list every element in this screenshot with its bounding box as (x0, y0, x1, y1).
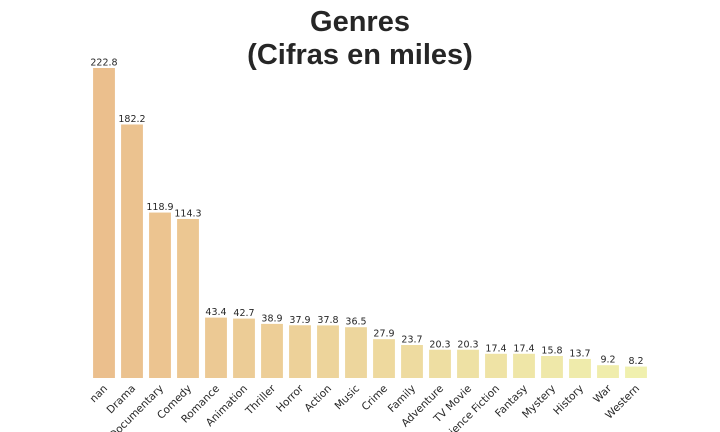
bar-value-label-4: 43.4 (205, 307, 226, 318)
bar-value-label-1: 182.2 (118, 114, 145, 125)
bar-0 (93, 68, 115, 378)
bar-value-label-19: 8.2 (628, 356, 643, 367)
bar-1 (121, 124, 143, 379)
bar-7 (289, 325, 311, 378)
bar-value-label-8: 37.8 (317, 315, 338, 326)
bar-2 (149, 212, 171, 378)
bar-12 (429, 349, 451, 378)
bar-value-label-18: 9.2 (600, 355, 615, 366)
bar-9 (345, 327, 367, 378)
x-tick-label-7: Horror (274, 382, 307, 415)
bar-10 (373, 339, 395, 378)
bar-value-label-15: 17.4 (513, 343, 534, 354)
bar-value-label-16: 15.8 (541, 346, 562, 357)
bar-value-label-14: 17.4 (485, 343, 506, 354)
bar-value-label-11: 23.7 (401, 335, 422, 346)
bar-3 (177, 218, 199, 378)
bar-value-label-3: 114.3 (174, 208, 201, 219)
bar-value-label-2: 118.9 (146, 202, 173, 213)
chart-title-line-1: Genres (310, 6, 410, 38)
x-tick-labels-group: nanDramaDocumentaryComedyRomanceAnimatio… (88, 382, 642, 432)
bar-value-label-9: 36.5 (345, 317, 366, 328)
bar-14 (485, 353, 507, 378)
bar-value-label-17: 13.7 (569, 348, 590, 359)
x-tick-label-6: Thriller (243, 382, 279, 418)
bar-value-label-0: 222.8 (90, 58, 117, 69)
x-tick-label-0: nan (88, 383, 110, 405)
x-tick-label-8: Action (302, 383, 334, 415)
chart-title-line-2: (Cifras en miles) (247, 39, 473, 71)
x-tick-label-17: History (551, 383, 586, 418)
bar-value-label-13: 20.3 (457, 339, 478, 350)
bar-15 (513, 353, 535, 378)
x-tick-label-10: Crime (360, 383, 391, 414)
bars-group (93, 68, 647, 379)
bar-17 (569, 358, 591, 378)
bar-19 (625, 366, 647, 378)
bar-16 (541, 356, 563, 378)
bar-18 (597, 365, 619, 378)
bar-value-label-7: 37.9 (289, 315, 310, 326)
x-tick-label-18: War (591, 382, 614, 405)
bar-value-label-5: 42.7 (233, 308, 254, 319)
bar-13 (457, 349, 479, 378)
bar-6 (261, 323, 283, 378)
x-tick-label-9: Music (333, 382, 363, 412)
bar-value-label-6: 38.9 (261, 313, 282, 324)
bar-value-label-12: 20.3 (429, 339, 450, 350)
bar-value-label-10: 27.9 (373, 329, 394, 340)
bar-8 (317, 325, 339, 378)
bar-5 (233, 318, 255, 378)
bar-4 (205, 317, 227, 378)
bar-11 (401, 345, 423, 378)
